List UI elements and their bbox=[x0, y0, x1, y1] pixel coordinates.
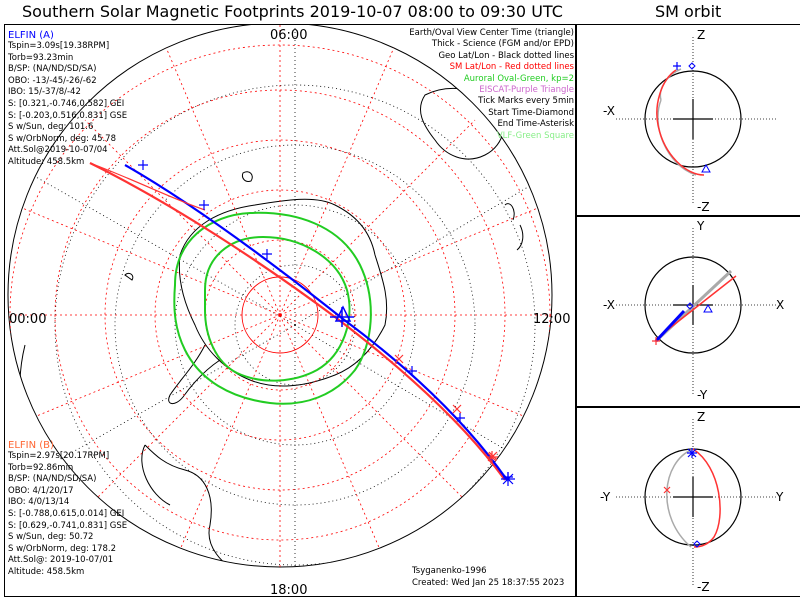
sm-xz-plot: Z -Z -X bbox=[603, 28, 776, 214]
elfin-a-lines: Tspin=3.09s[19.38RPM] Torb=93.23min B/SP: … bbox=[8, 41, 127, 169]
elfin-a-line: S: [-0.203,0.516,0.831] GSE bbox=[8, 110, 128, 121]
auroral-oval-inner bbox=[204, 235, 351, 382]
lt-label-top: 06:00 bbox=[270, 28, 307, 43]
view-center-cross bbox=[330, 307, 354, 327]
sm-orbit-title: SM orbit bbox=[655, 2, 722, 21]
sm-yz-bottom: -Z bbox=[697, 580, 710, 594]
page-title: Southern Solar Magnetic Footprints 2019-… bbox=[22, 2, 563, 21]
geo-grid bbox=[14, 25, 552, 567]
elfin-b-line: OBO: 4/1/20/17 bbox=[8, 485, 74, 496]
elfin-a-track bbox=[124, 164, 508, 481]
elfin-b-title: ELFIN (B) bbox=[8, 440, 54, 451]
elfin-b-info: ELFIN (B) Tspin=2.97s[20.17RPM] Torb=92.8… bbox=[8, 440, 127, 579]
antarctic-peninsula-coastline bbox=[168, 344, 221, 404]
elfin-b-line: IBO: 4/0/13/14 bbox=[8, 497, 70, 508]
sm-yz-plot: Z -Z -Y Y bbox=[600, 410, 784, 594]
elfin-b-line: S: [-0.788,0.615,0.014] GEI bbox=[8, 508, 125, 519]
elfin-a-line: S w/OrbNorm, deg: 45.78 bbox=[8, 133, 117, 144]
elfin-b-line: Altitude: 458.5km bbox=[8, 566, 85, 577]
sm-xz-top: Z bbox=[697, 28, 705, 42]
sm-grid bbox=[8, 25, 552, 567]
sm-panel-xy: Y -Y -X X bbox=[575, 215, 800, 408]
legend-item: SM Lat/Lon - Red dotted lines bbox=[449, 62, 574, 73]
legend-item: Start Time-Diamond bbox=[488, 107, 574, 118]
legend-item: EISCAT-Purple Triangle bbox=[479, 85, 574, 96]
elfin-a-line: IBO: 15/-37/8/-42 bbox=[8, 87, 81, 98]
sm-xy-right: X bbox=[776, 298, 784, 312]
sm-xz-bottom: -Z bbox=[697, 200, 710, 214]
elfin-a-line: Tspin=3.09s[19.38RPM] bbox=[8, 41, 110, 51]
legend-item: VLF-Green Square bbox=[496, 130, 574, 141]
elfin-b-line: Tspin=2.97s[20.17RPM] bbox=[8, 451, 110, 461]
elfin-a-info: ELFIN (A) Tspin=3.09s[19.38RPM] Torb=93.2… bbox=[8, 30, 127, 169]
elfin-b-line: S w/Sun, deg: 50.72 bbox=[8, 532, 94, 543]
model-label: Tsyganenko-1996 bbox=[412, 566, 487, 576]
elfin-a-end-asterisk bbox=[501, 472, 515, 486]
elfin-b-line: Torb=92.86min bbox=[8, 462, 74, 473]
sm-xy-top: Y bbox=[696, 219, 705, 233]
legend-item: Tick Marks every 5min bbox=[478, 96, 574, 107]
footprint-map: 06:00 00:00 12:00 18:00 bbox=[7, 22, 570, 598]
auroral-oval-outer bbox=[173, 211, 372, 405]
sm-xz-left: -X bbox=[603, 104, 615, 118]
auroral-oval bbox=[173, 211, 372, 405]
elfin-a-track-overlay bbox=[89, 162, 206, 211]
new-zealand-coastline bbox=[504, 203, 524, 251]
legend-item: End Time-Asterisk bbox=[497, 119, 574, 130]
elfin-b-lines: Tspin=2.97s[20.17RPM] Torb=92.86min B/SP: … bbox=[8, 451, 127, 579]
legend-item: Geo Lat/Lon - Black dotted lines bbox=[438, 50, 574, 61]
elfin-a-line: S: [0.321,-0.746,0.582] GEI bbox=[8, 98, 125, 109]
elfin-a-line: S w/Sun, deg: 101.6 bbox=[8, 122, 94, 133]
lt-label-bottom: 18:00 bbox=[270, 583, 307, 596]
view-center-triangle bbox=[334, 305, 352, 322]
sm-panel-yz: Z -Z -Y Y bbox=[575, 406, 800, 597]
islands-outline bbox=[124, 171, 253, 281]
sm-yz-orbit-b bbox=[666, 448, 694, 548]
elfin-a-line: OBO: -13/-45/-26/-62 bbox=[8, 75, 97, 86]
sm-yz-top: Z bbox=[697, 410, 705, 424]
elfin-a-line: Torb=93.23min bbox=[8, 52, 74, 63]
south-america-coastline bbox=[141, 444, 246, 567]
sm-xy-orbit-a-red bbox=[665, 275, 737, 332]
elfin-b-line: S w/OrbNorm, deg: 178.2 bbox=[8, 543, 117, 554]
elfin-a-line: Att.Sol@2019-10-07/04 bbox=[8, 145, 108, 156]
coastlines bbox=[19, 87, 524, 567]
elfin-b-line: B/SP: (NA/ND/SD/SA) bbox=[8, 474, 97, 485]
sm-yz-left: -Y bbox=[600, 490, 611, 504]
sm-xy-plot: Y -Y -X X bbox=[603, 219, 784, 402]
legend-item: Auroral Oval-Green, kp=2 bbox=[463, 73, 574, 84]
lt-label-right: 12:00 bbox=[533, 312, 570, 327]
elfin-b-line: S: [0.629,-0.741,0.831] GSE bbox=[8, 520, 128, 531]
sm-xy-left: -X bbox=[603, 298, 615, 312]
sm-xz-orbit-a bbox=[656, 69, 705, 176]
sm-yz-right: Y bbox=[775, 490, 784, 504]
map-legend: Earth/Oval View Center Time (triangle) Th… bbox=[409, 28, 574, 142]
lt-label-left: 00:00 bbox=[9, 312, 46, 327]
elfin-b-end-asterisk bbox=[486, 451, 498, 463]
legend-item: Earth/Oval View Center Time (triangle) bbox=[409, 28, 574, 38]
legend-item: Thick - Science (FGM and/or EPD) bbox=[431, 39, 574, 50]
elfin-a-line: Altitude: 458.5km bbox=[8, 156, 85, 167]
created-label: Created: Wed Jan 25 18:37:55 2023 bbox=[412, 578, 565, 588]
sm-xy-orbit-a bbox=[654, 309, 686, 343]
sm-xy-bottom: -Y bbox=[697, 388, 708, 402]
elfin-a-title: ELFIN (A) bbox=[8, 30, 54, 41]
sm-yz-orbit-a bbox=[692, 448, 721, 548]
elfin-b-line: Att.Sol@: 2019-10-07/01 bbox=[8, 555, 114, 566]
elfin-a-line: B/SP: (NA/ND/SD/SA) bbox=[8, 64, 97, 75]
footprint-map-panel: 06:00 00:00 12:00 18:00 bbox=[4, 22, 577, 598]
antarctica-coastline bbox=[178, 198, 388, 387]
sm-panel-xz: Z -Z -X bbox=[575, 24, 800, 217]
